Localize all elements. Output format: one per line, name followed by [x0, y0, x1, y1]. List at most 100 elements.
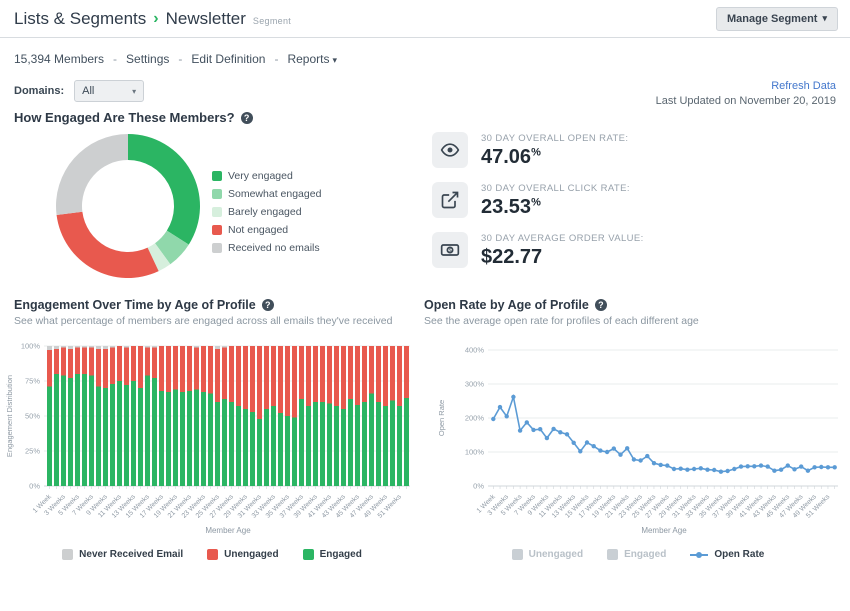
bar-never-received[interactable] — [89, 346, 94, 347]
bar-unengaged[interactable] — [404, 346, 409, 398]
legend-item-unengaged[interactable]: Unengaged — [512, 549, 583, 560]
bar-engaged[interactable] — [89, 375, 94, 486]
bar-engaged[interactable] — [362, 402, 367, 486]
open-rate-point[interactable] — [531, 428, 535, 432]
bar-never-received[interactable] — [54, 346, 59, 349]
open-rate-point[interactable] — [759, 463, 763, 467]
bar-engaged[interactable] — [404, 398, 409, 486]
donut-slice-not-engaged[interactable] — [57, 212, 159, 278]
donut-legend-item-barely-engaged[interactable]: Barely engaged — [212, 206, 321, 218]
bar-never-received[interactable] — [82, 346, 87, 347]
bar-engaged[interactable] — [355, 405, 360, 486]
help-icon[interactable]: ? — [241, 112, 253, 124]
bar-engaged[interactable] — [159, 391, 164, 486]
bar-unengaged[interactable] — [208, 346, 213, 394]
legend-item-engaged[interactable]: Engaged — [607, 549, 666, 560]
breadcrumb-lists-segments[interactable]: Lists & Segments — [14, 9, 146, 29]
legend-item-unengaged[interactable]: Unengaged — [207, 549, 278, 560]
bar-engaged[interactable] — [327, 403, 332, 486]
open-rate-point[interactable] — [752, 464, 756, 468]
bar-unengaged[interactable] — [306, 346, 311, 406]
bar-unengaged[interactable] — [194, 347, 199, 389]
bar-engaged[interactable] — [348, 399, 353, 486]
bar-never-received[interactable] — [194, 346, 199, 347]
bar-never-received[interactable] — [215, 346, 220, 349]
bar-unengaged[interactable] — [327, 346, 332, 403]
bar-engaged[interactable] — [201, 392, 206, 486]
bar-never-received[interactable] — [68, 346, 73, 349]
bar-unengaged[interactable] — [117, 346, 122, 381]
open-rate-point[interactable] — [632, 457, 636, 461]
bar-unengaged[interactable] — [173, 346, 178, 389]
refresh-data-link[interactable]: Refresh Data — [656, 80, 836, 92]
bar-unengaged[interactable] — [320, 346, 325, 402]
bar-engaged[interactable] — [334, 406, 339, 486]
bar-never-received[interactable] — [75, 346, 80, 347]
bar-unengaged[interactable] — [369, 346, 374, 394]
bar-engaged[interactable] — [138, 388, 143, 486]
open-rate-point[interactable] — [565, 432, 569, 436]
bar-unengaged[interactable] — [152, 347, 157, 378]
bar-unengaged[interactable] — [278, 346, 283, 413]
bar-engaged[interactable] — [47, 387, 52, 486]
bar-engaged[interactable] — [271, 406, 276, 486]
bar-engaged[interactable] — [341, 409, 346, 486]
bar-engaged[interactable] — [383, 406, 388, 486]
reports-dropdown[interactable]: Reports▾ — [287, 52, 337, 66]
bar-unengaged[interactable] — [131, 346, 136, 381]
open-rate-point[interactable] — [538, 427, 542, 431]
bar-unengaged[interactable] — [334, 346, 339, 406]
open-rate-point[interactable] — [826, 465, 830, 469]
bar-unengaged[interactable] — [110, 347, 115, 383]
open-rate-point[interactable] — [505, 414, 509, 418]
bar-unengaged[interactable] — [243, 346, 248, 409]
donut-legend-item-not-engaged[interactable]: Not engaged — [212, 224, 321, 236]
open-rate-point[interactable] — [725, 469, 729, 473]
bar-engaged[interactable] — [208, 394, 213, 486]
bar-never-received[interactable] — [124, 346, 129, 347]
open-rate-point[interactable] — [572, 441, 576, 445]
bar-engaged[interactable] — [96, 387, 101, 486]
bar-engaged[interactable] — [215, 402, 220, 486]
bar-engaged[interactable] — [166, 392, 171, 486]
bar-unengaged[interactable] — [75, 347, 80, 374]
open-rate-point[interactable] — [685, 468, 689, 472]
bar-engaged[interactable] — [313, 402, 318, 486]
bar-engaged[interactable] — [376, 402, 381, 486]
bar-unengaged[interactable] — [222, 347, 227, 399]
bar-unengaged[interactable] — [82, 347, 87, 374]
bar-unengaged[interactable] — [138, 346, 143, 388]
donut-slice-received-no-emails[interactable] — [56, 134, 128, 215]
open-rate-point[interactable] — [585, 440, 589, 444]
bar-unengaged[interactable] — [362, 346, 367, 402]
bar-engaged[interactable] — [124, 385, 129, 486]
bar-unengaged[interactable] — [61, 347, 66, 375]
bar-unengaged[interactable] — [341, 346, 346, 409]
open-rate-point[interactable] — [498, 405, 502, 409]
bar-unengaged[interactable] — [299, 346, 304, 399]
bar-engaged[interactable] — [369, 394, 374, 486]
donut-slice-very-engaged[interactable] — [128, 134, 200, 245]
bar-unengaged[interactable] — [124, 347, 129, 385]
open-rate-point[interactable] — [659, 463, 663, 467]
open-rate-point[interactable] — [806, 469, 810, 473]
open-rate-point[interactable] — [679, 467, 683, 471]
bar-engaged[interactable] — [117, 381, 122, 486]
bar-engaged[interactable] — [82, 374, 87, 486]
bar-never-received[interactable] — [145, 346, 150, 347]
open-rate-point[interactable] — [739, 464, 743, 468]
open-rate-point[interactable] — [545, 436, 549, 440]
open-rate-point[interactable] — [712, 468, 716, 472]
bar-unengaged[interactable] — [201, 346, 206, 392]
domains-select[interactable]: All ▾ — [74, 80, 144, 102]
open-rate-point[interactable] — [799, 464, 803, 468]
bar-engaged[interactable] — [285, 416, 290, 486]
bar-engaged[interactable] — [229, 402, 234, 486]
open-rate-point[interactable] — [772, 469, 776, 473]
open-rate-point[interactable] — [732, 467, 736, 471]
open-rate-point[interactable] — [705, 468, 709, 472]
bar-never-received[interactable] — [96, 346, 101, 349]
help-icon[interactable]: ? — [262, 299, 274, 311]
bar-engaged[interactable] — [180, 392, 185, 486]
open-rate-point[interactable] — [598, 448, 602, 452]
